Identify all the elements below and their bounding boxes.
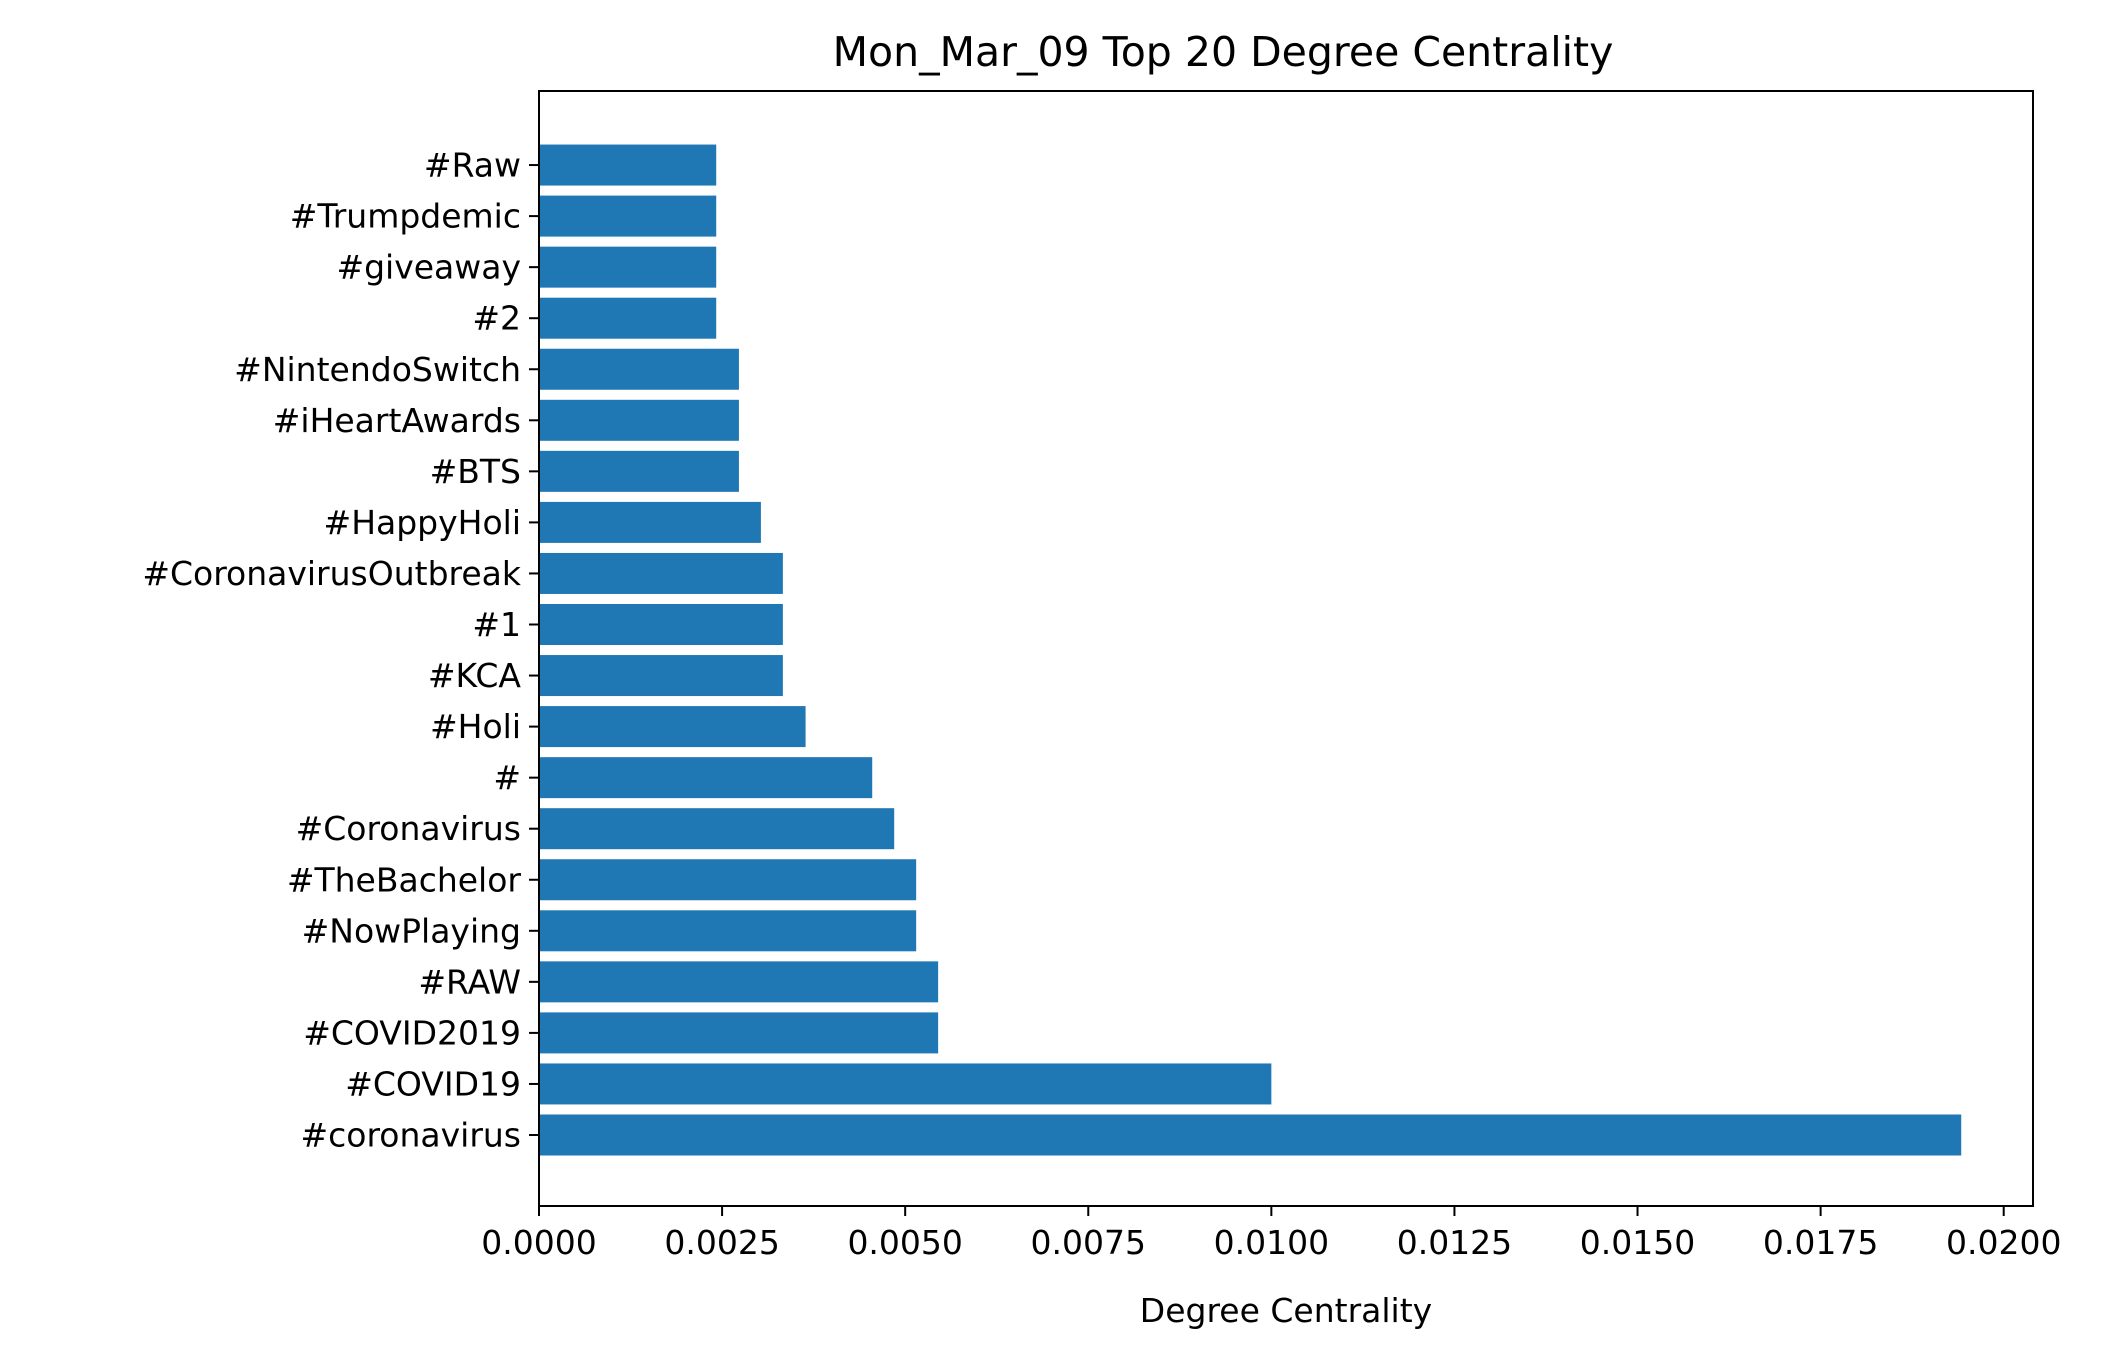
x-tick-label: 0.0200: [1946, 1223, 2061, 1262]
bar: [539, 808, 895, 850]
x-tick-label: 0.0025: [664, 1223, 779, 1262]
y-tick-label: #Holi: [430, 707, 521, 746]
bar: [539, 450, 739, 492]
bar: [539, 246, 717, 288]
bar: [539, 604, 783, 645]
x-tick-label: 0.0050: [847, 1223, 962, 1262]
y-tick-label: #COVID2019: [303, 1013, 521, 1052]
y-tick-label: #TheBachelor: [287, 860, 522, 899]
y-tick-label: #NintendoSwitch: [234, 350, 521, 389]
x-tick-label: 0.0125: [1397, 1223, 1512, 1262]
bar: [539, 706, 806, 748]
y-tick-label: #COVID19: [345, 1064, 521, 1103]
y-tick-label: #BTS: [430, 452, 521, 491]
y-tick-label: #giveaway: [336, 248, 521, 287]
x-tick-label: 0.0100: [1214, 1223, 1329, 1262]
x-axis: 0.0000 0.0025 0.0050 0.0075 0.0100 0.0125 0.01…: [481, 1206, 2061, 1262]
bar: [539, 1012, 939, 1054]
bar: [539, 910, 917, 952]
x-tick-label: 0.0000: [481, 1223, 596, 1262]
bar: [539, 961, 939, 1003]
bar: [539, 655, 783, 697]
chart-title: Mon_Mar_09 Top 20 Degree Centrality: [833, 28, 1614, 76]
x-tick-label: 0.0175: [1763, 1223, 1878, 1262]
y-tick-label: #Trumpdemic: [290, 197, 521, 236]
y-tick-label: #coronavirus: [300, 1116, 521, 1155]
bar: [539, 1063, 1272, 1105]
y-axis: #coronavirus #COVID19 #COVID2019 #RAW #NowPl…: [142, 146, 539, 1155]
bar: [539, 144, 717, 186]
bar: [539, 348, 739, 390]
bar: [539, 501, 761, 543]
y-tick-label: #Coronavirus: [296, 809, 521, 848]
x-axis-label: Degree Centrality: [1140, 1291, 1432, 1330]
bar: [539, 1114, 1962, 1156]
bars-layer: [539, 144, 1962, 1156]
bar: [539, 297, 717, 339]
y-tick-label: #HappyHoli: [324, 503, 521, 542]
y-tick-label: #NowPlaying: [302, 911, 521, 950]
bar: [539, 757, 873, 799]
bar: [539, 552, 783, 594]
y-tick-label: #2: [472, 299, 521, 338]
plot-frame: [538, 90, 2034, 1207]
bar: [539, 195, 717, 237]
y-tick-label: #CoronavirusOutbreak: [142, 554, 522, 593]
y-tick-label: #KCA: [428, 656, 522, 695]
y-tick-label: #iHeartAwards: [273, 401, 521, 440]
y-tick-label: #RAW: [418, 962, 521, 1001]
x-tick-label: 0.0075: [1031, 1223, 1146, 1262]
bar: [539, 399, 739, 441]
x-tick-label: 0.0150: [1580, 1223, 1695, 1262]
y-tick-label: #: [493, 758, 521, 797]
bar: [539, 859, 917, 901]
y-tick-label: #Raw: [424, 146, 521, 185]
y-tick-label: #1: [472, 605, 521, 644]
